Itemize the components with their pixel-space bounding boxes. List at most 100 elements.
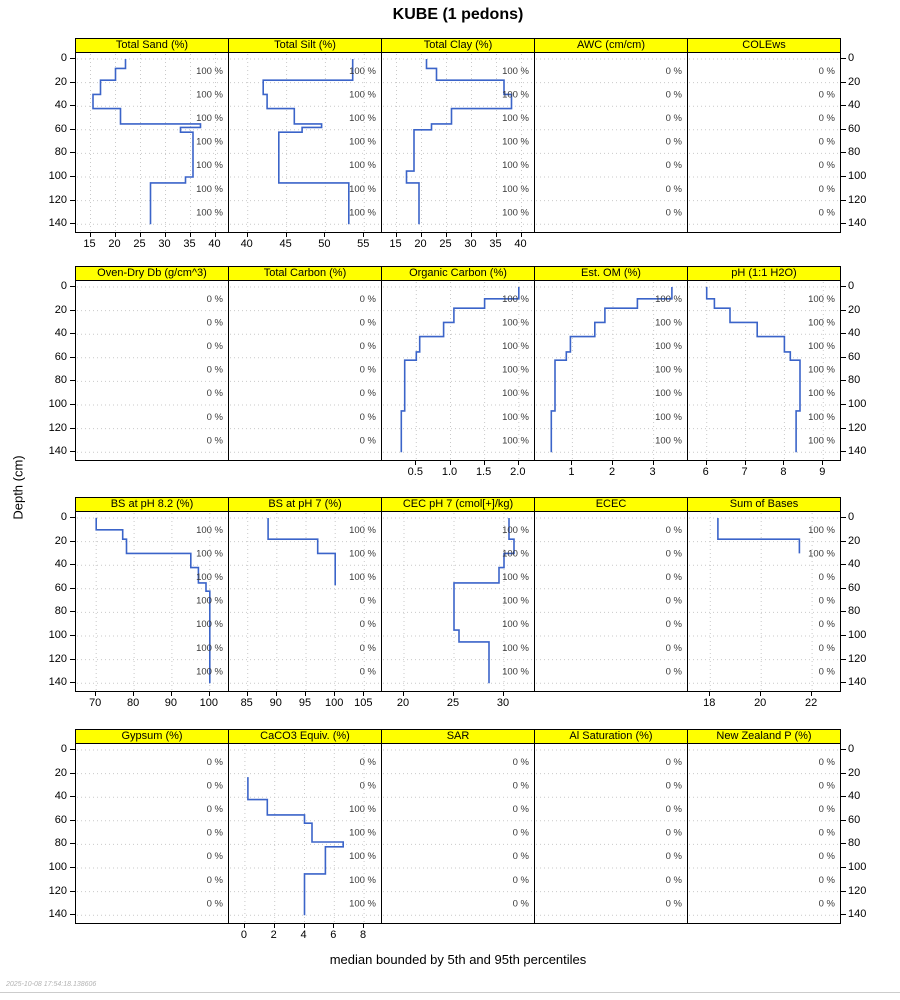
x-tick-label: 18 [703, 697, 716, 709]
y-axis-tick-mark [70, 223, 75, 225]
x-axis-tick-mark [363, 692, 365, 696]
panel-strip-title: Est. OM (%) [534, 266, 688, 281]
y-axis-tick-mark [841, 819, 846, 821]
y-tick-label-left: 100 [48, 629, 67, 641]
y-axis-tick-mark [841, 356, 846, 358]
render-timestamp: 2025-10-08 17:54:18.138606 [6, 981, 97, 988]
y-axis-tick-mark [70, 658, 75, 660]
contributing-fraction-label: 0 % [666, 828, 683, 839]
x-axis-tick-mark [214, 233, 216, 237]
x-tick-label: 20 [754, 697, 767, 709]
contributing-fraction-label: 0 % [819, 184, 836, 195]
contributing-fraction-label: 100 % [502, 317, 529, 328]
y-axis-tick-mark [70, 867, 75, 868]
contributing-fraction-label: 0 % [819, 643, 836, 654]
x-axis-tick-mark [503, 692, 504, 696]
y-tick-label-left: 120 [48, 884, 67, 897]
contributing-fraction-label: 0 % [207, 412, 224, 423]
y-tick-label-left: 140 [48, 676, 67, 689]
x-tick-label: 105 [354, 697, 373, 709]
x-axis-tick-mark [363, 924, 365, 928]
panel-canvas: 100 % 100 % 100 % 100 % 100 % 100 % 100 % [383, 54, 535, 233]
panel-plot: 100 % 100 % 100 % 100 % 100 % 100 % 100 % [381, 52, 535, 233]
y-tick-label-left: 140 [48, 908, 67, 921]
x-axis-tick-mark [89, 233, 91, 237]
panel-strip-title: Al Saturation (%) [534, 729, 688, 744]
y-tick-label-right: 60 [848, 122, 861, 135]
contributing-fraction-label: 0 % [819, 66, 836, 77]
panel-strip-title: SAR [381, 729, 535, 744]
contributing-fraction-label: 0 % [819, 875, 836, 886]
panel-canvas: 0 % 0 % 0 % 0 % 0 % 0 % 0 % [536, 749, 688, 916]
x-axis-tick-mark [285, 233, 287, 237]
x-axis-tick-mark [334, 692, 336, 696]
contributing-fraction-label: 0 % [666, 643, 683, 654]
contributing-fraction-label: 100 % [502, 160, 529, 171]
y-tick-label-left: 0 [60, 280, 67, 292]
y-tick-label-left: 60 [54, 350, 67, 363]
y-tick-label-right: 120 [848, 884, 867, 897]
y-axis-tick-mark [841, 843, 846, 845]
y-axis-tick-mark [841, 635, 846, 636]
y-tick-label-left: 40 [54, 99, 67, 112]
y-axis-tick-mark [841, 451, 846, 453]
contributing-fraction-label: 100 % [808, 412, 835, 423]
panel-strip-title: CaCO3 Equiv. (%) [228, 729, 382, 744]
contributing-fraction-label: 100 % [502, 548, 529, 559]
y-tick-label-left: 80 [54, 146, 67, 159]
y-axis-tick-mark [841, 128, 846, 130]
panel-plot: 0 % 0 % 100 % 100 % 100 % 100 % 100 % [228, 743, 382, 924]
x-tick-label: 15 [389, 238, 402, 250]
x-tick-label: 25 [133, 238, 146, 250]
x-axis-tick-mark [517, 461, 519, 465]
y-tick-label-left: 20 [54, 75, 67, 88]
contributing-fraction-label: 0 % [666, 851, 683, 862]
contributing-fraction-label: 0 % [819, 828, 836, 839]
profile-line [95, 518, 211, 684]
contributing-fraction-label: 100 % [349, 572, 376, 583]
contributing-fraction-label: 100 % [196, 643, 223, 654]
contributing-fraction-label: 100 % [349, 160, 376, 171]
y-tick-label-left: 100 [48, 861, 67, 873]
y-tick-label-right: 40 [848, 790, 861, 803]
y-tick-label-right: 60 [848, 350, 861, 363]
y-tick-label-right: 140 [848, 676, 867, 689]
contributing-fraction-label: 100 % [502, 388, 529, 399]
contributing-fraction-label: 0 % [819, 898, 836, 909]
contributing-fraction-label: 0 % [513, 804, 530, 815]
contributing-fraction-label: 0 % [513, 780, 530, 791]
profile-line [400, 287, 520, 453]
contributing-fraction-label: 0 % [207, 828, 224, 839]
y-axis-tick-mark [841, 517, 846, 518]
profile-line [717, 518, 801, 554]
contributing-fraction-label: 0 % [513, 757, 530, 768]
contributing-fraction-label: 0 % [513, 875, 530, 886]
y-tick-label-right: 120 [848, 193, 867, 206]
contributing-fraction-label: 0 % [666, 666, 683, 677]
x-axis-tick-mark [709, 692, 711, 696]
y-axis-tick-mark [841, 611, 846, 613]
y-axis-tick-mark [841, 404, 846, 405]
contributing-fraction-label: 0 % [819, 851, 836, 862]
x-tick-label: 80 [126, 697, 140, 709]
contributing-fraction-label: 100 % [502, 596, 529, 607]
y-tick-label-right: 120 [848, 421, 867, 434]
contributing-fraction-label: 100 % [655, 412, 682, 423]
y-tick-label-left: 120 [48, 193, 67, 206]
panel-canvas: 100 % 100 % 100 % 100 % 100 % 100 % 100 % [536, 282, 688, 461]
y-axis-tick-mark [841, 772, 846, 774]
x-axis-tick-mark [811, 692, 813, 696]
x-tick-label: 6 [702, 466, 709, 478]
y-tick-label-left: 60 [54, 813, 67, 826]
contributing-fraction-label: 0 % [819, 757, 836, 768]
y-axis-tick-mark [70, 635, 75, 636]
panel-canvas: 100 % 100 % 100 % 100 % 100 % 100 % 100 % [230, 54, 382, 233]
y-tick-label-right: 20 [848, 534, 861, 547]
y-axis-tick-mark [841, 309, 846, 311]
panel-canvas: 0 % 0 % 0 % 0 % 0 % 0 % 0 % [77, 286, 229, 453]
contributing-fraction-label: 100 % [502, 435, 529, 446]
panel-strip-title: Gypsum (%) [75, 729, 229, 744]
contributing-fraction-label: 100 % [655, 365, 682, 376]
contributing-fraction-label: 0 % [819, 572, 836, 583]
y-tick-label-left: 40 [54, 790, 67, 803]
